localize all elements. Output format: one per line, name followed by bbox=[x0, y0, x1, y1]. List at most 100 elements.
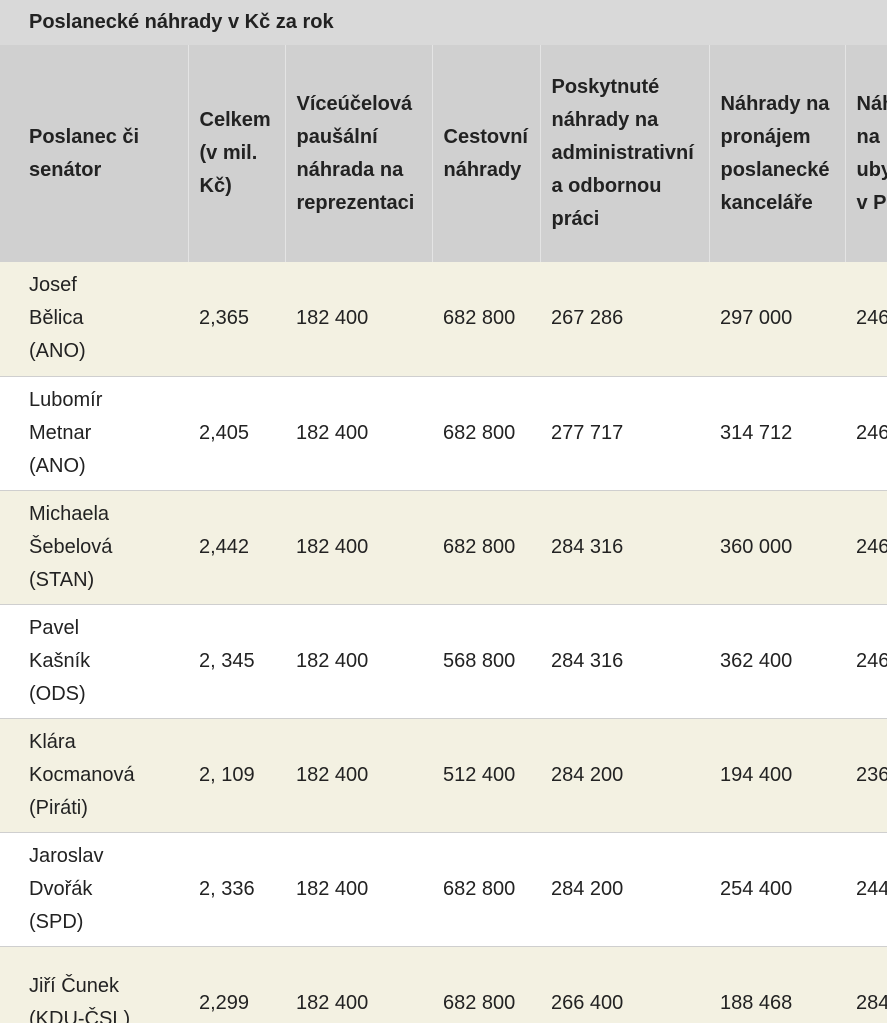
cell-line: (v mil. bbox=[199, 142, 258, 164]
table-cell: Lubomír Metnar (ANO) bbox=[0, 376, 188, 491]
table-cell: 568 800 bbox=[432, 604, 540, 719]
table-cell: 682 800 bbox=[432, 376, 540, 491]
table-row: Lubomír Metnar (ANO) 2,405 182 400 682 800 277… bbox=[0, 376, 887, 491]
table-cell: 182 400 bbox=[285, 604, 432, 719]
cell-line: Dvořák bbox=[29, 877, 93, 900]
cell-line: Celkem bbox=[199, 109, 271, 131]
cell-line: Poskytnuté bbox=[551, 76, 660, 98]
table-cell: Jiří Čunek (KDU-ČSL) bbox=[0, 946, 188, 1023]
cell-line: náhrady na bbox=[551, 109, 659, 131]
table-cell: 682 800 bbox=[432, 832, 540, 947]
cell-line: (STAN) bbox=[29, 568, 95, 591]
table-cell: 2,442 bbox=[188, 490, 285, 605]
table-cell: 236 bbox=[845, 718, 887, 833]
cell-line: (KDU-ČSL) bbox=[29, 1008, 131, 1023]
table-cell: 188 468 bbox=[709, 946, 845, 1023]
cell-line: Šebelová bbox=[29, 535, 113, 558]
table-row: Klára Kocmanová (Piráti) 2, 109 182 400 512 4… bbox=[0, 718, 887, 833]
table-cell: 254 400 bbox=[709, 832, 845, 947]
table-cell: Klára Kocmanová (Piráti) bbox=[0, 718, 188, 833]
table-cell: 314 712 bbox=[709, 376, 845, 491]
table-cell: 512 400 bbox=[432, 718, 540, 833]
cell-line: a odbornou bbox=[551, 175, 662, 197]
cell-line: kanceláře bbox=[720, 191, 813, 214]
table-cell: 297 000 bbox=[709, 262, 845, 377]
table-cell: 682 800 bbox=[432, 490, 540, 605]
table-cell: 266 400 bbox=[540, 946, 709, 1023]
table-cell: 194 400 bbox=[709, 718, 845, 833]
table-cell: 362 400 bbox=[709, 604, 845, 719]
table-cell: 2, 345 bbox=[188, 604, 285, 719]
table-cell: 682 800 bbox=[432, 262, 540, 377]
table-cell: 246 bbox=[845, 490, 887, 605]
table-row: Jaroslav Dvořák (SPD) 2, 336 182 400 682 800 2… bbox=[0, 832, 887, 947]
table-row: Josef Bělica (ANO) 2,365 182 400 682 800 267 2… bbox=[0, 262, 887, 377]
cell-line: (ODS) bbox=[29, 682, 86, 705]
cell-line: náhrada na bbox=[296, 158, 404, 181]
table-cell: Josef Bělica (ANO) bbox=[0, 262, 188, 377]
cell-line: Kč) bbox=[199, 175, 232, 197]
table-cell: 246 bbox=[845, 604, 887, 719]
table-cell: 2, 336 bbox=[188, 832, 285, 947]
table-row: Jiří Čunek (KDU-ČSL) 2,299 182 400 682 800 26… bbox=[0, 946, 887, 1023]
cell-line: Náhrady na bbox=[720, 92, 830, 115]
cell-line: Náh bbox=[856, 92, 887, 115]
cell-line: náhrady bbox=[443, 158, 522, 181]
table-cell: 182 400 bbox=[285, 262, 432, 377]
cell-line: Cestovní bbox=[443, 125, 528, 148]
cell-line: Jiří Čunek bbox=[29, 975, 120, 997]
cell-line: poslanecké bbox=[720, 158, 830, 181]
cell-line: Michaela bbox=[29, 502, 110, 525]
cell-line: Josef bbox=[29, 274, 77, 297]
cell-line: Lubomír bbox=[29, 388, 103, 411]
table-cell: 284 bbox=[845, 946, 887, 1023]
table-title: Poslanecké náhrady v Kč za rok bbox=[0, 0, 887, 45]
cell-line: paušální bbox=[296, 125, 378, 148]
cell-line: Pavel bbox=[29, 616, 80, 639]
cell-line: Kocmanová bbox=[29, 763, 135, 786]
table-cell: Jaroslav Dvořák (SPD) bbox=[0, 832, 188, 947]
cell-line: (SPD) bbox=[29, 910, 84, 933]
cell-line: (Piráti) bbox=[29, 796, 88, 819]
cell-line: Bělica bbox=[29, 307, 84, 330]
header-cell: Cestovní náhrady bbox=[431, 45, 540, 262]
cell-line: (ANO) bbox=[29, 454, 86, 477]
table-row: Michaela Šebelová (STAN) 2,442 182 400 682 80… bbox=[0, 490, 887, 605]
cell-line: Víceúčelová bbox=[296, 92, 413, 115]
table-cell: 682 800 bbox=[432, 946, 540, 1023]
cell-line: senátor bbox=[29, 158, 102, 181]
cell-line: reprezentaci bbox=[296, 191, 415, 214]
table-cell: 182 400 bbox=[285, 490, 432, 605]
table-cell: 284 200 bbox=[540, 718, 709, 833]
cell-line: na bbox=[856, 125, 880, 148]
header-cell: Poslanec či senátor bbox=[0, 45, 188, 262]
cell-line: Jaroslav bbox=[29, 844, 104, 867]
table-cell: 2,405 bbox=[188, 376, 285, 491]
table-cell: 284 316 bbox=[540, 490, 709, 605]
cell-line: Kašník bbox=[29, 649, 91, 672]
table-cell: 246 bbox=[845, 262, 887, 377]
table-cell: 182 400 bbox=[285, 718, 432, 833]
cell-line: Metnar bbox=[29, 421, 92, 444]
table-cell: Michaela Šebelová (STAN) bbox=[0, 490, 188, 605]
table-cell: 244 bbox=[845, 832, 887, 947]
header-cell: Víceúčelová paušální náhrada na reprezentac… bbox=[284, 45, 432, 262]
cell-line: administrativní bbox=[551, 142, 694, 164]
table-cell: 284 316 bbox=[540, 604, 709, 719]
cell-line: (ANO) bbox=[29, 340, 86, 363]
table-cell: 277 717 bbox=[540, 376, 709, 491]
table-cell: 360 000 bbox=[709, 490, 845, 605]
table-cell: 182 400 bbox=[285, 946, 432, 1023]
table-cell: 182 400 bbox=[285, 832, 432, 947]
cell-line: uby bbox=[856, 158, 887, 181]
table-cell: 267 286 bbox=[540, 262, 709, 377]
cell-line: Klára bbox=[29, 730, 76, 753]
table-cell: 2,365 bbox=[188, 262, 285, 377]
header-cell: Náhrady na pronájem poslanecké kanceláře bbox=[708, 45, 845, 262]
table-row: Pavel Kašník (ODS) 2, 345 182 400 568 800 284 … bbox=[0, 604, 887, 719]
cell-line: v P bbox=[856, 191, 887, 214]
cell-line: Poslanec či bbox=[29, 125, 140, 148]
table-cell: Pavel Kašník (ODS) bbox=[0, 604, 188, 719]
table-cell: 182 400 bbox=[285, 376, 432, 491]
